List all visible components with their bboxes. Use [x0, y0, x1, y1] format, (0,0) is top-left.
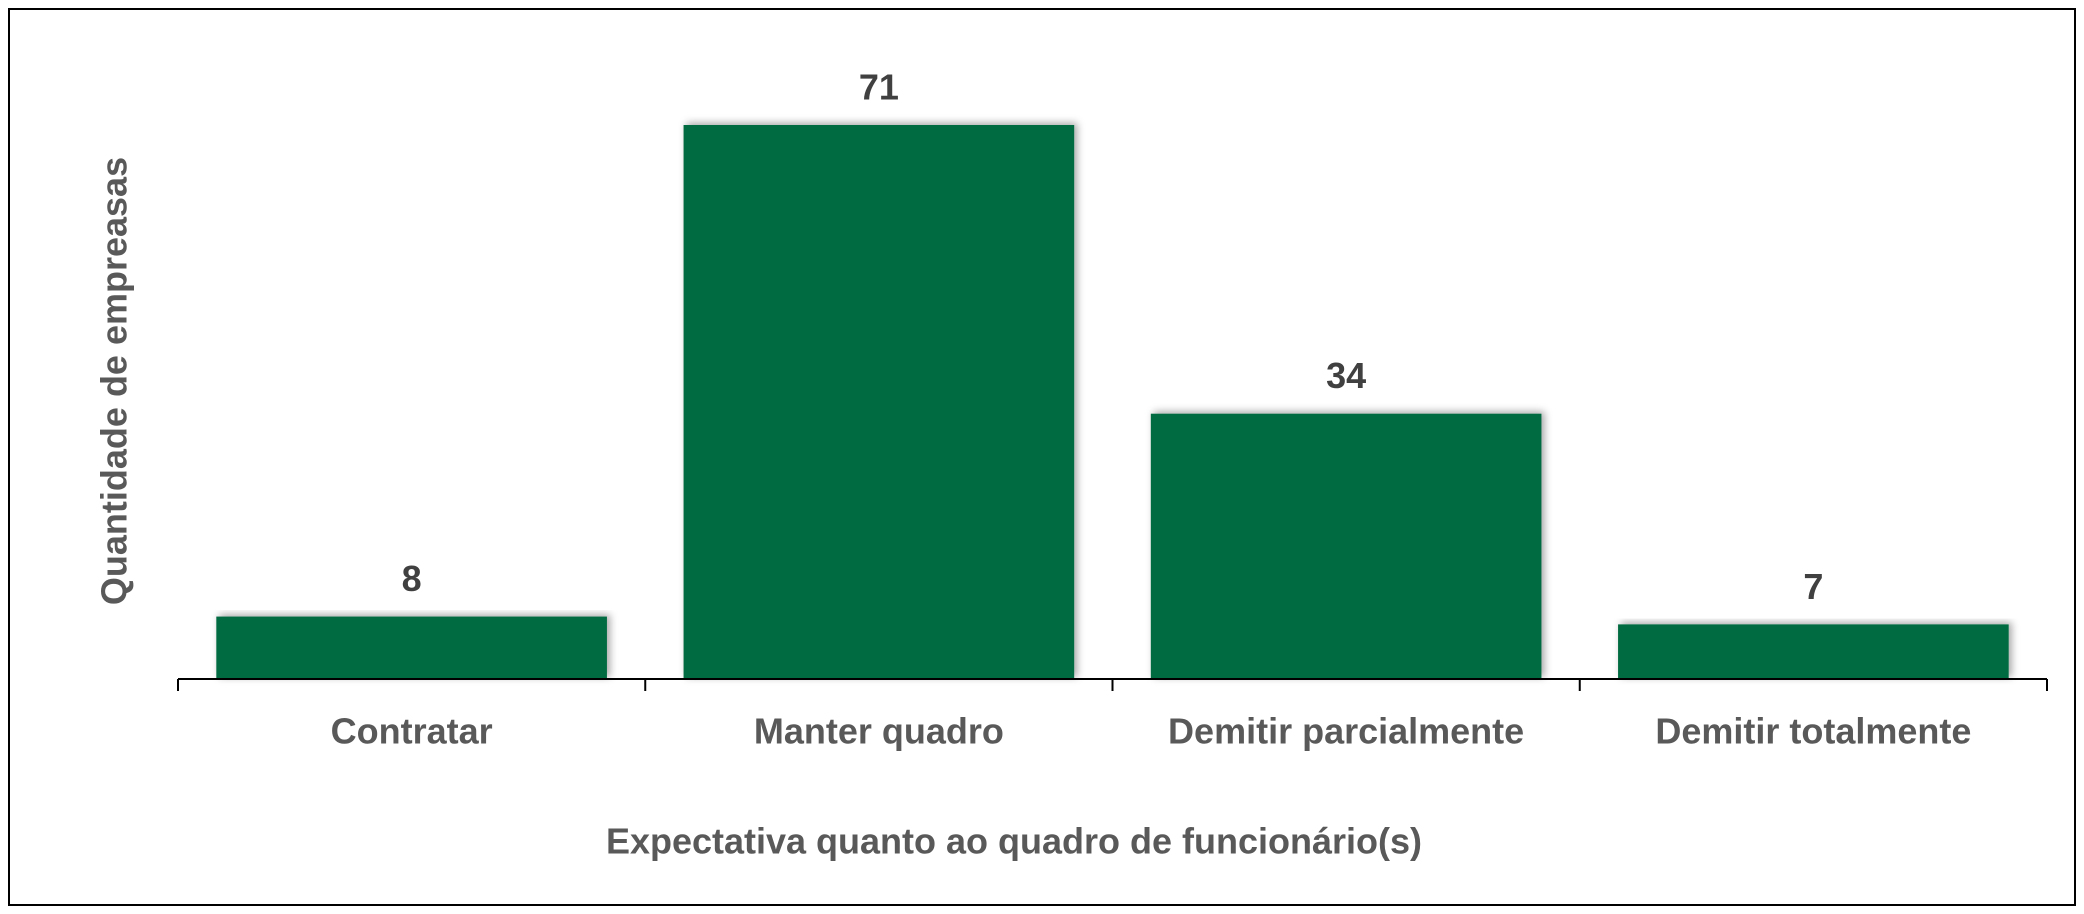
- data-label: 7: [1803, 566, 1823, 607]
- y-axis-title: Quantidade de empreasas: [94, 157, 135, 605]
- bar: [1618, 624, 2009, 679]
- x-axis-title: Expectativa quanto ao quadro de funcioná…: [606, 821, 1422, 862]
- x-tick-label: Demitir totalmente: [1655, 711, 1971, 752]
- x-tick-label: Manter quadro: [754, 711, 1004, 752]
- bar: [216, 616, 607, 679]
- bar: [683, 125, 1075, 679]
- bar: [1150, 413, 1542, 679]
- x-tick-label: Demitir parcialmente: [1168, 711, 1524, 752]
- data-label: 34: [1326, 355, 1366, 396]
- data-label: 8: [402, 558, 422, 599]
- x-tick-label: Contratar: [331, 711, 493, 752]
- data-label: 71: [859, 67, 899, 108]
